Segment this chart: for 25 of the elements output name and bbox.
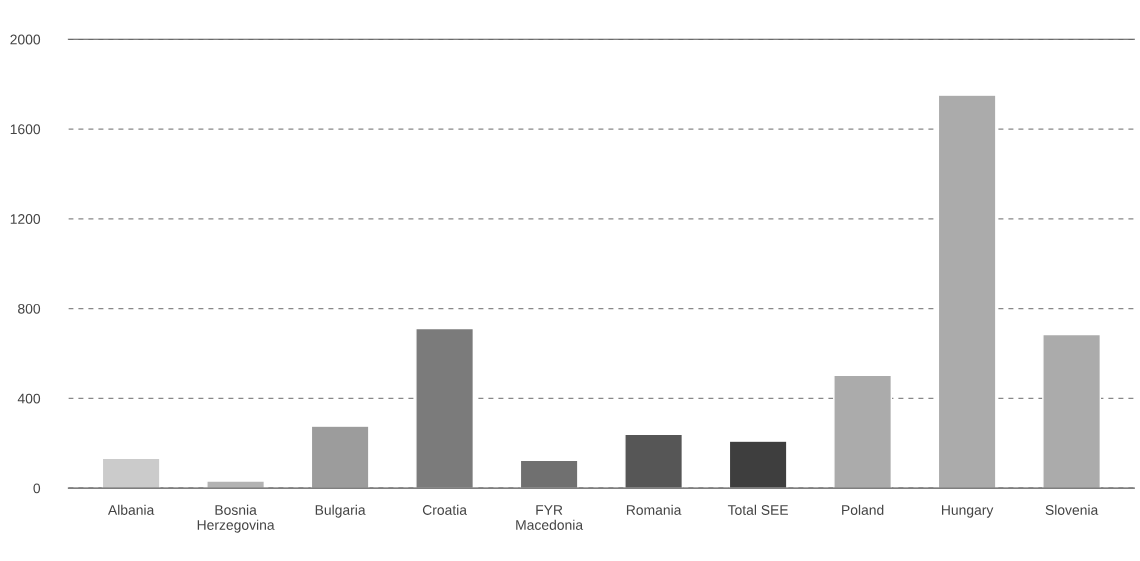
y-tick-label: 400: [17, 393, 41, 404]
bar: [310, 425, 370, 489]
bar: [937, 94, 997, 489]
bar: [728, 440, 788, 489]
x-tick-label: Romania: [626, 504, 682, 515]
y-tick-label: 0: [33, 483, 41, 494]
x-tick-label: Poland: [842, 504, 884, 515]
bar: [206, 480, 266, 489]
x-tick-label: Bosnia Herzegovina: [197, 504, 275, 533]
x-tick-label: Hungary: [941, 505, 994, 518]
x-tick-label: FYR Macedonia: [516, 505, 584, 530]
bar: [833, 374, 893, 489]
bar: [415, 327, 475, 489]
y-tick-label: 1600: [10, 124, 41, 135]
x-tick-label: Bulgaria: [315, 504, 366, 518]
bar: [519, 459, 579, 489]
x-tick-label: Slovenia: [1045, 504, 1099, 515]
bar: [1042, 333, 1102, 489]
y-tick-label: 2000: [10, 34, 41, 45]
x-tick-label: Croatia: [422, 504, 467, 515]
y-tick-label: 1200: [10, 214, 41, 224]
y-tick-label: 800: [18, 303, 41, 314]
bar: [101, 457, 161, 489]
x-tick-label: Albania: [107, 504, 155, 515]
x-tick-label: Total SEE: [727, 504, 788, 515]
